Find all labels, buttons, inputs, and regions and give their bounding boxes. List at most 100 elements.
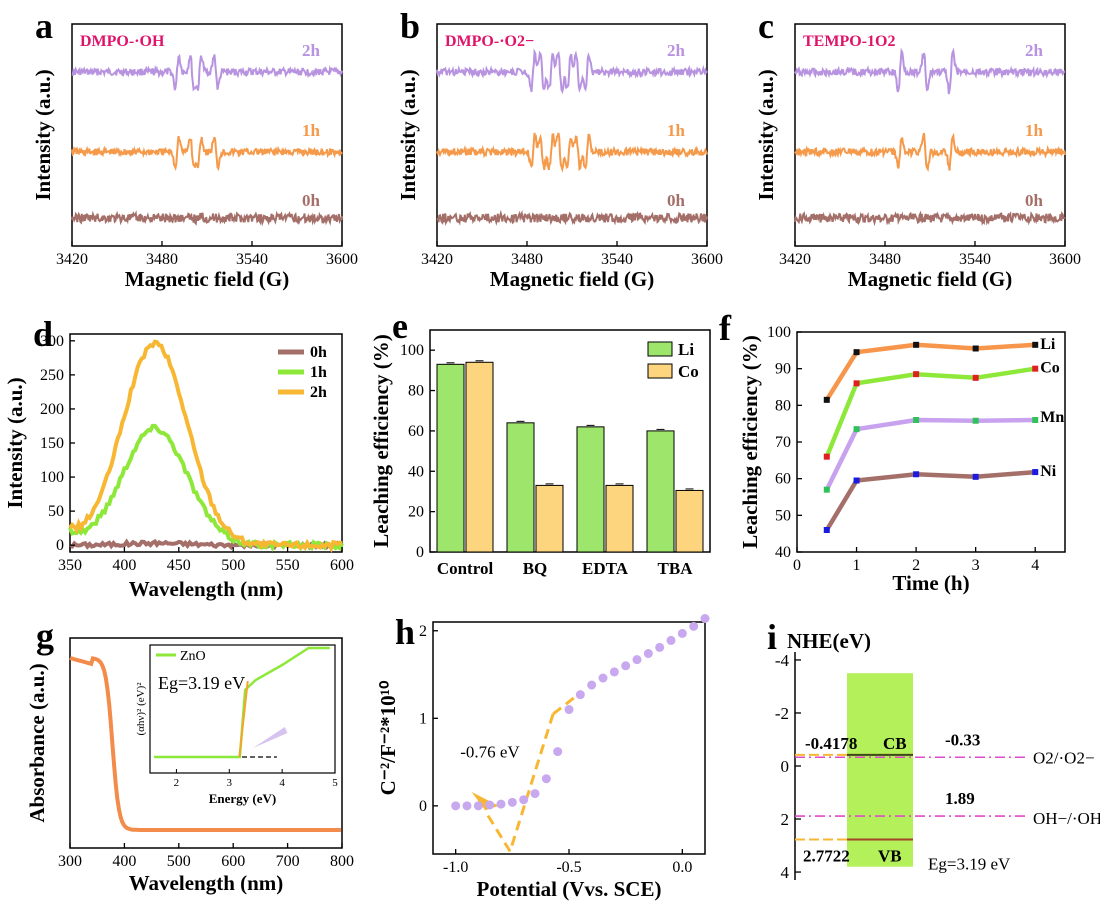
inset-x-tick-label: 5 bbox=[332, 777, 338, 789]
data-point bbox=[655, 642, 665, 652]
cb-value-label: -0.4178 bbox=[805, 734, 857, 753]
data-point-Co bbox=[913, 371, 920, 378]
y-axis-label: Intensity (a.u.) bbox=[31, 69, 55, 200]
series-line-0h bbox=[794, 210, 1066, 227]
series-line-0h bbox=[71, 210, 343, 227]
bar-Co-Control bbox=[465, 361, 494, 553]
x-tick-label: 3420 bbox=[56, 251, 88, 268]
x-tick-label: 1 bbox=[853, 557, 861, 574]
series-label: Ni bbox=[1040, 463, 1057, 480]
y-axis-label: Leaching efficiency (%) bbox=[369, 334, 393, 547]
legend-label: 1h bbox=[310, 364, 327, 381]
panel-label: g bbox=[36, 616, 54, 656]
redox-value-label: 1.89 bbox=[945, 789, 975, 808]
x-tick-label: 350 bbox=[58, 557, 82, 574]
y-tick-label: 100 bbox=[400, 342, 424, 359]
y-tick-label: 2 bbox=[419, 623, 427, 640]
plot-frame-g bbox=[69, 637, 343, 849]
x-tick-label: 3540 bbox=[959, 251, 991, 268]
series-label: Mn bbox=[1040, 409, 1064, 426]
y-tick-label: -4 bbox=[775, 651, 790, 670]
series-label: 2h bbox=[302, 41, 321, 60]
y-axis-label: Absorbance (a.u.) bbox=[25, 663, 49, 822]
cb-tag-label: CB bbox=[883, 734, 907, 753]
legend-label: Co bbox=[678, 362, 699, 381]
data-point bbox=[473, 801, 483, 811]
data-point bbox=[677, 628, 687, 638]
x-tick-label: 3420 bbox=[779, 251, 811, 268]
data-point bbox=[530, 789, 540, 799]
tangent-line bbox=[238, 680, 249, 758]
data-point bbox=[519, 795, 529, 805]
y-tick-label: 60 bbox=[775, 471, 791, 488]
y-tick-label: 40 bbox=[408, 463, 424, 480]
x-tick-label: 3 bbox=[972, 557, 980, 574]
legend-label: Li bbox=[678, 340, 694, 359]
data-point bbox=[507, 797, 517, 807]
y-axis-label: Intensity (a.u.) bbox=[396, 69, 420, 200]
x-tick-label: EDTA bbox=[582, 559, 629, 578]
x-tick-label: 3540 bbox=[236, 251, 268, 268]
tangent-line bbox=[508, 713, 555, 852]
series-label: 1h bbox=[302, 121, 321, 140]
redox-value-label: -0.33 bbox=[945, 730, 980, 749]
inset-x-axis-label: Energy (eV) bbox=[209, 791, 277, 806]
bar-Li-BQ bbox=[506, 422, 535, 553]
x-tick-label: BQ bbox=[523, 559, 548, 578]
data-point bbox=[689, 621, 699, 631]
data-point bbox=[485, 800, 495, 810]
panel-label: d bbox=[33, 314, 53, 354]
series-label: 1h bbox=[667, 121, 686, 140]
y-axis-label: NHE(eV) bbox=[787, 629, 871, 653]
plot-frame-b bbox=[436, 23, 708, 247]
bar-Co-TBA bbox=[675, 489, 704, 553]
plot-frame-f bbox=[796, 331, 1066, 553]
inset-y-axis-label: (αhν)² (eV)² bbox=[135, 682, 147, 736]
x-tick-label: 450 bbox=[167, 557, 191, 574]
data-point-Ni bbox=[1032, 469, 1039, 476]
x-tick-label: 3600 bbox=[326, 251, 358, 268]
series-label: 1h bbox=[1025, 121, 1044, 140]
data-point-Mn bbox=[913, 417, 920, 423]
x-tick-label: 3480 bbox=[511, 251, 543, 268]
x-tick-label: 0.0 bbox=[672, 859, 692, 876]
data-point bbox=[553, 747, 563, 757]
x-tick-label: 2 bbox=[912, 557, 920, 574]
x-axis-label: Magnetic field (G) bbox=[125, 267, 289, 291]
data-point-Mn bbox=[853, 426, 860, 433]
data-point-Li bbox=[972, 345, 979, 352]
x-tick-label: 3480 bbox=[869, 251, 901, 268]
x-axis-label: Wavelength (nm) bbox=[129, 871, 284, 895]
y-tick-label: 50 bbox=[48, 503, 64, 520]
data-point bbox=[496, 799, 506, 809]
inset-x-tick-label: 4 bbox=[279, 777, 285, 789]
panel-label: e bbox=[392, 306, 408, 346]
y-tick-label: 20 bbox=[408, 504, 424, 521]
x-tick-label: 800 bbox=[330, 853, 354, 870]
data-point bbox=[666, 635, 676, 645]
y-tick-label: 100 bbox=[40, 469, 64, 486]
vb-value-label: 2.7722 bbox=[803, 846, 850, 865]
data-point bbox=[541, 774, 551, 784]
data-point bbox=[643, 649, 653, 659]
y-axis-label: Intensity (a.u.) bbox=[754, 69, 778, 200]
series-line-0h bbox=[436, 209, 708, 227]
vb-tag-label: VB bbox=[878, 846, 902, 865]
series-label: Li bbox=[1040, 336, 1056, 353]
x-tick-label: 3540 bbox=[601, 251, 633, 268]
y-tick-label: 0 bbox=[781, 757, 790, 776]
plot-frame-h bbox=[432, 621, 706, 855]
tangent-line bbox=[486, 813, 512, 853]
y-tick-label: 4 bbox=[781, 863, 790, 882]
y-tick-label: 90 bbox=[775, 361, 791, 378]
y-tick-label: 80 bbox=[775, 397, 791, 414]
data-point-Co bbox=[853, 380, 860, 387]
redox-couple-label: O2/·O2− bbox=[1033, 748, 1095, 767]
y-tick-label: 2 bbox=[781, 810, 790, 829]
bar-Li-EDTA bbox=[576, 426, 605, 553]
series-line-2h bbox=[794, 47, 1066, 95]
flat-band-annotation: -0.76 eV bbox=[460, 743, 520, 762]
data-point-Li bbox=[913, 341, 920, 348]
y-tick-label: 40 bbox=[775, 544, 791, 561]
series-label: 2h bbox=[1025, 41, 1044, 60]
